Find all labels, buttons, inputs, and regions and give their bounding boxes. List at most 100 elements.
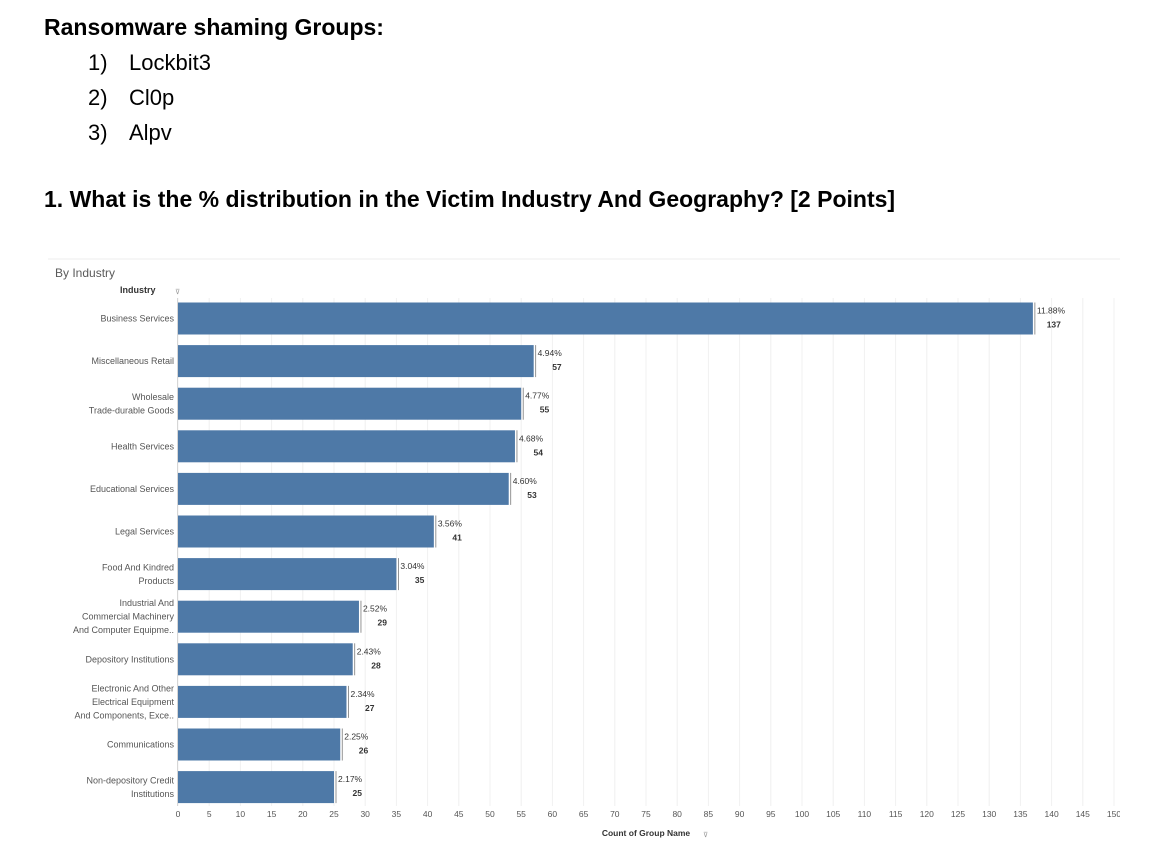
category-label: Industrial And Commercial Machinery And Co…	[73, 598, 175, 635]
category-label-line: Electronic And Other	[91, 683, 174, 693]
percent-label: 3.04%	[400, 561, 425, 571]
bar[interactable]	[178, 643, 353, 676]
category-label-line: Depository Institutions	[85, 654, 174, 664]
x-tick-label: 90	[735, 809, 745, 819]
category-label: Business Services	[100, 314, 174, 324]
category-label: Depository Institutions	[85, 654, 174, 664]
x-tick-label: 115	[889, 809, 903, 819]
percent-label: 4.77%	[525, 391, 550, 401]
percent-label: 2.34%	[350, 689, 375, 699]
question-text: 1. What is the % distribution in the Vic…	[44, 186, 896, 212]
x-tick-label: 95	[766, 809, 776, 819]
bar[interactable]	[178, 472, 509, 505]
category-label-line: Food And Kindred	[102, 562, 174, 572]
x-tick-label: 45	[454, 809, 464, 819]
bar[interactable]	[178, 600, 359, 633]
x-tick-label: 15	[267, 809, 277, 819]
sort-icon[interactable]: ⊽	[703, 831, 708, 839]
bar[interactable]	[178, 387, 522, 420]
percent-label: 4.60%	[513, 476, 538, 486]
category-label: Communications	[107, 740, 175, 750]
percent-label: 4.94%	[538, 348, 563, 358]
category-label-line: Commercial Machinery	[82, 612, 175, 622]
list-number: 1)	[88, 50, 108, 75]
category-label: Educational Services	[90, 484, 175, 494]
x-tick-label: 120	[920, 809, 934, 819]
document-heading: Ransomware shaming Groups:	[44, 14, 384, 40]
category-label: Food And Kindred Products	[102, 562, 175, 586]
count-label: 25	[353, 788, 363, 798]
category-label: Electronic And Other Electrical Equipment…	[74, 683, 174, 720]
category-label-line: Health Services	[111, 441, 175, 451]
category-label: Wholesale Trade-durable Goods	[89, 392, 175, 416]
x-tick-label: 5	[207, 809, 212, 819]
count-label: 27	[365, 703, 375, 713]
category-label-line: Business Services	[100, 314, 174, 324]
category-label-line: Products	[138, 576, 174, 586]
category-label-line: Wholesale	[132, 392, 174, 402]
x-tick-label: 150	[1107, 809, 1120, 819]
group-name: Lockbit3	[129, 50, 211, 75]
x-tick-label: 55	[516, 809, 526, 819]
list-number: 3)	[88, 120, 108, 145]
x-tick-label: 60	[548, 809, 558, 819]
x-tick-label: 85	[704, 809, 714, 819]
percent-label: 2.17%	[338, 774, 363, 784]
x-tick-label: 145	[1076, 809, 1090, 819]
x-tick-label: 50	[485, 809, 495, 819]
count-label: 26	[359, 746, 369, 756]
x-tick-label: 70	[610, 809, 620, 819]
x-tick-label: 100	[795, 809, 809, 819]
count-label: 41	[452, 533, 462, 543]
bar[interactable]	[178, 558, 397, 591]
chart-title: By Industry	[55, 266, 115, 280]
x-tick-label: 140	[1045, 809, 1059, 819]
count-label: 57	[552, 362, 562, 372]
bar[interactable]	[178, 345, 534, 378]
category-labels: Business Services Miscellaneous Retail Who…	[73, 314, 175, 799]
bar[interactable]	[178, 728, 341, 761]
category-label: Miscellaneous Retail	[91, 356, 174, 366]
x-tick-label: 25	[329, 809, 339, 819]
chart-svg: By Industry Industry ⊽ Business Services…	[48, 258, 1120, 839]
percent-label: 3.56%	[438, 519, 463, 529]
category-label: Legal Services	[115, 527, 175, 537]
list-number: 2)	[88, 85, 108, 110]
x-tick-label: 0	[176, 809, 181, 819]
percent-label: 2.25%	[344, 732, 369, 742]
filter-icon[interactable]: ⊽	[175, 288, 180, 296]
x-tick-label: 80	[672, 809, 682, 819]
category-label-line: And Computer Equipme..	[73, 625, 174, 635]
x-tick-label: 135	[1013, 809, 1027, 819]
list-item: 1) Lockbit3	[88, 48, 211, 83]
x-tick-label: 125	[951, 809, 965, 819]
category-label-line: Communications	[107, 740, 175, 750]
percent-label: 4.68%	[519, 433, 544, 443]
category-label-line: Educational Services	[90, 484, 175, 494]
category-label-line: Non-depository Credit	[86, 775, 174, 785]
count-label: 55	[540, 405, 550, 415]
bar[interactable]	[178, 302, 1033, 335]
x-axis-ticks: 0 5 10 15 20 25 30 35 40 45 50 55 60 65 70 75 80 85 90 95 10…	[176, 809, 1120, 819]
data-labels: 11.88% 137 4.94% 57 4.77% 55 4.68% 54 4.60% 53 3.5…	[335, 302, 1066, 804]
bars	[178, 302, 1033, 804]
category-header: Industry	[120, 285, 156, 295]
category-label-line: Electrical Equipment	[92, 697, 175, 707]
category-label: Non-depository Credit Institutions	[86, 775, 174, 799]
ransomware-group-list: 1) Lockbit3 2) Cl0p 3) Alpv	[88, 48, 211, 153]
count-label: 137	[1047, 320, 1061, 330]
bar[interactable]	[178, 685, 347, 718]
count-label: 28	[371, 660, 381, 670]
category-label-line: Institutions	[131, 789, 175, 799]
bar[interactable]	[178, 515, 434, 548]
category-label-line: Miscellaneous Retail	[91, 356, 174, 366]
bar[interactable]	[178, 430, 515, 463]
percent-label: 2.52%	[363, 604, 388, 614]
count-label: 35	[415, 575, 425, 585]
gridlines	[48, 258, 1120, 806]
category-label-line: Legal Services	[115, 527, 175, 537]
group-name: Alpv	[129, 120, 172, 145]
category-label-line: And Components, Exce..	[74, 710, 174, 720]
industry-bar-chart: By Industry Industry ⊽ Business Services…	[48, 258, 1120, 848]
bar[interactable]	[178, 771, 334, 804]
